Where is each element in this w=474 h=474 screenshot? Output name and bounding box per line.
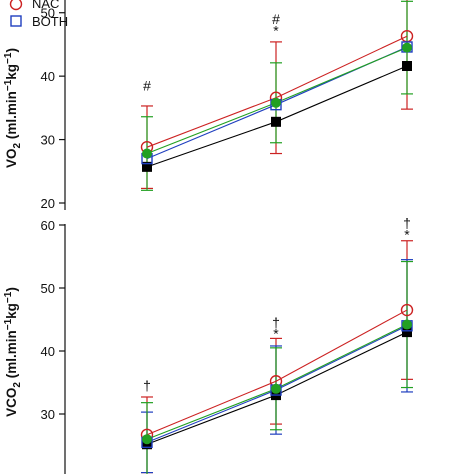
vco2-annotation: *: [404, 226, 410, 242]
vo2-point-grn: [402, 42, 412, 53]
vo2-ytick-label: 50: [41, 6, 55, 21]
vco2-annotation: †: [143, 378, 151, 394]
vo2-annotation: #: [143, 78, 151, 94]
vo2-ytick-label: 20: [41, 196, 55, 211]
vo2-point-con: [142, 161, 152, 172]
vco2-line-grn: [146, 324, 408, 440]
vco2-point-nac: [400, 303, 414, 317]
vco2-point-con: [142, 439, 152, 450]
legend-item-both: BOTH: [10, 14, 68, 29]
vco2-ytick-label: 40: [41, 344, 55, 359]
vco2-point-con: [402, 327, 412, 338]
vo2-line-nac: [146, 35, 408, 148]
legend-item-nac: NAC: [9, 0, 59, 11]
vco2-ytick-label: 60: [41, 218, 55, 233]
vo2-annotation: *: [273, 22, 279, 38]
vo2-point-con: [271, 116, 281, 127]
vo2-point-grn: [271, 97, 281, 108]
vco2-ylabel: VCO2 (ml.min−1kg−1): [3, 287, 23, 417]
vco2-point-grn: [142, 434, 152, 445]
vo2-ytick-label: 40: [41, 69, 55, 84]
vo2-annotation: #: [272, 11, 280, 27]
vco2-line-nac: [146, 309, 408, 436]
vo2-point-con: [402, 61, 412, 72]
vco2-annotation: †: [272, 315, 280, 331]
legend-label-nac: NAC: [32, 0, 59, 11]
vo2-line-con: [146, 65, 408, 168]
legend: NAC BOTH: [9, 0, 68, 29]
vo2-ytick-label: 30: [41, 133, 55, 148]
vco2-annotation: *: [273, 325, 279, 341]
vo2-point-grn: [142, 148, 152, 159]
vco2-ytick-label: 50: [41, 281, 55, 296]
legend-label-both: BOTH: [32, 14, 68, 29]
vco2-point-grn: [271, 383, 281, 394]
legend-marker-nac: [9, 0, 23, 11]
legend-marker-both: [10, 15, 22, 27]
vco2-ytick-label: 30: [41, 407, 55, 422]
vco2-point-grn: [402, 319, 412, 330]
vo2-ylabel: VO2 (ml.min−1kg−1): [3, 48, 23, 168]
vco2-annotation: †: [403, 215, 411, 231]
